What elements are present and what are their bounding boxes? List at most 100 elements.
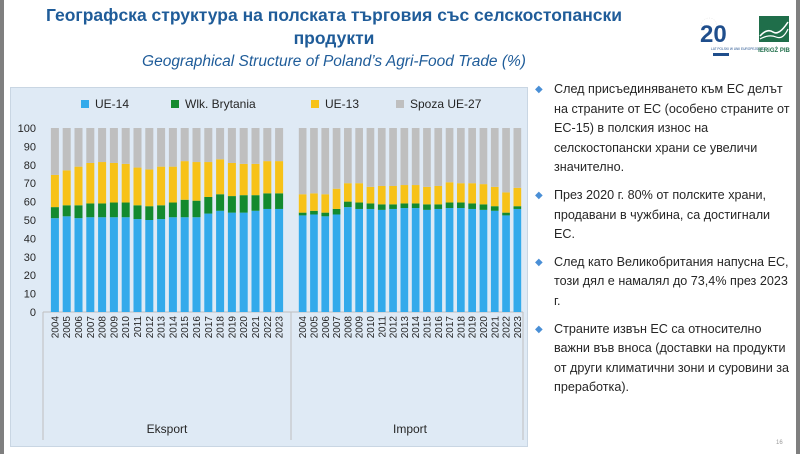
bar-segment — [145, 206, 154, 220]
x-tick-label: 2022 — [263, 316, 274, 339]
y-tick-label: 50 — [24, 215, 36, 227]
ierigz-logo: IERiGŻ PIB — [758, 16, 791, 54]
bar-segment — [168, 217, 177, 312]
bar-segment — [298, 215, 307, 312]
bar-segment — [344, 201, 352, 208]
y-tick-label: 70 — [24, 178, 36, 190]
bar-segment — [275, 193, 284, 209]
y-tick-label: 10 — [24, 289, 36, 301]
bar-segment — [157, 166, 166, 206]
x-tick-label: 2011 — [377, 316, 388, 338]
bar-segment — [377, 209, 386, 312]
bar-segment — [502, 192, 510, 213]
bar-segment — [157, 128, 166, 167]
bar-segment — [344, 207, 352, 312]
bar-segment — [168, 202, 177, 218]
y-tick-label: 30 — [24, 252, 36, 264]
ierigz-logo-text: IERiGŻ PIB — [758, 47, 790, 54]
bar-segment — [366, 186, 375, 204]
bar-segment — [344, 183, 352, 202]
bar-segment — [192, 128, 201, 163]
bar-segment — [168, 128, 177, 167]
bar-segment — [389, 208, 397, 312]
x-tick-label: 2015 — [422, 316, 433, 339]
y-tick-label: 100 — [18, 123, 36, 135]
bar-segment — [490, 210, 499, 312]
x-tick-label: 2004 — [50, 316, 61, 339]
bar-segment — [457, 208, 465, 312]
bar-segment — [98, 128, 107, 163]
bar-segment — [355, 128, 363, 184]
bar-segment — [310, 193, 318, 211]
bar-segment — [133, 219, 142, 312]
x-tick-label: 2006 — [321, 316, 332, 339]
x-tick-label: 2005 — [309, 316, 320, 339]
bar-segment — [389, 204, 397, 209]
bar-segment — [251, 163, 260, 196]
diamond-bullet-icon: ◆ — [535, 84, 543, 95]
x-tick-label: 2021 — [490, 316, 501, 339]
bar-segment — [434, 185, 443, 205]
bar-segment — [502, 212, 510, 216]
bar-segment — [121, 217, 130, 312]
bar-segment — [310, 128, 318, 194]
bar-segment — [275, 161, 284, 194]
x-tick-label: 2005 — [62, 316, 73, 339]
slide: Географска структура на полската търгови… — [4, 0, 796, 454]
bar-segment — [145, 220, 154, 312]
x-tick-label: 2018 — [456, 316, 467, 339]
bullet-item: ◆ След като Великобритания напусна ЕС, то… — [535, 254, 789, 308]
bar-segment — [513, 208, 522, 312]
bar-segment — [74, 166, 83, 206]
bar-segment — [468, 128, 476, 184]
bar-segment — [298, 194, 307, 213]
x-tick-label: 2017 — [445, 316, 456, 339]
bar-segment — [400, 208, 409, 312]
bar-segment — [468, 203, 476, 209]
bar-segment — [98, 217, 107, 312]
bar-segment — [355, 202, 363, 209]
bar-segment — [109, 162, 118, 203]
bar-segment — [513, 187, 522, 207]
bar-segment — [445, 182, 454, 203]
x-tick-label: 2015 — [180, 316, 191, 339]
x-tick-label: 2012 — [389, 316, 400, 339]
x-tick-label: 2023 — [275, 316, 286, 339]
bar-segment — [133, 205, 142, 220]
bar-segment — [239, 128, 248, 164]
x-tick-label: 2016 — [192, 316, 203, 339]
bar-segment — [86, 203, 95, 218]
bar-segment — [411, 128, 420, 186]
x-tick-label: 2012 — [145, 316, 156, 339]
legend-label: UE-13 — [325, 97, 359, 111]
bar-segment — [204, 128, 213, 163]
bar-segment — [457, 128, 465, 184]
bar-segment — [109, 217, 118, 312]
bar-segment — [321, 128, 330, 195]
bar-segment — [251, 210, 260, 312]
bar-segment — [423, 186, 431, 205]
x-tick-label: 2008 — [98, 316, 109, 339]
y-tick-label: 0 — [30, 307, 36, 319]
bar-segment — [263, 161, 272, 194]
diamond-bullet-icon: ◆ — [535, 256, 543, 268]
x-tick-label: 2020 — [479, 316, 490, 339]
bar-segment — [434, 128, 443, 186]
bar-segment — [216, 128, 225, 160]
bar-segment — [239, 195, 248, 213]
bar-segment — [239, 163, 248, 196]
bar-segment — [445, 202, 454, 209]
bar-segment — [332, 128, 341, 189]
bar-segment — [263, 208, 272, 312]
y-tick-label: 60 — [24, 197, 36, 209]
y-tick-label: 80 — [24, 160, 36, 172]
bar-segment — [50, 207, 59, 219]
bar-segment — [50, 174, 59, 208]
x-tick-label: 2020 — [239, 316, 250, 339]
x-tick-label: 2018 — [216, 316, 227, 339]
bar-segment — [192, 200, 201, 218]
bar-segment — [62, 170, 71, 206]
x-tick-label: 2014 — [168, 316, 179, 339]
bar-segment — [411, 203, 420, 209]
bar-segment — [227, 196, 236, 213]
